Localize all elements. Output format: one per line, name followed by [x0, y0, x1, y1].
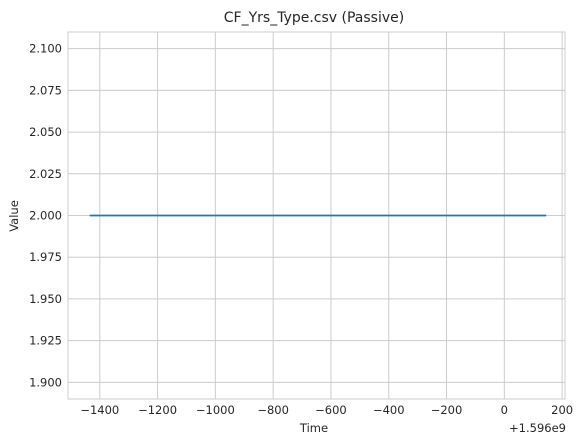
- x-offset-label: +1.596e9: [509, 421, 566, 435]
- x-tick-label: −400: [373, 403, 405, 417]
- y-tick-label: 2.050: [29, 125, 62, 139]
- x-tick-label: −200: [431, 403, 463, 417]
- x-axis-label: Time: [299, 421, 328, 435]
- x-tick-label: −1000: [196, 403, 235, 417]
- y-tick-label: 1.925: [29, 334, 62, 348]
- x-tick-label: −1400: [80, 403, 119, 417]
- x-tick-label: −600: [315, 403, 347, 417]
- y-tick-label: 2.025: [29, 167, 62, 181]
- y-tick-label: 2.075: [29, 83, 62, 97]
- y-tick-label: 1.975: [29, 250, 62, 264]
- x-tick-label: −1200: [138, 403, 177, 417]
- x-tick-label: −800: [257, 403, 289, 417]
- y-tick-label: 2.000: [29, 209, 62, 223]
- y-axis-label: Value: [7, 200, 21, 232]
- plot-area-frame: [67, 31, 566, 400]
- y-tick-label: 2.100: [29, 42, 62, 56]
- x-tick-label: 0: [501, 403, 508, 417]
- y-tick-label: 1.900: [29, 375, 62, 389]
- y-tick-label: 1.950: [29, 292, 62, 306]
- chart-title: CF_Yrs_Type.csv (Passive): [224, 10, 404, 26]
- x-tick-label: 200: [551, 403, 573, 417]
- x-axis: −1400 −1200 −1000 −800 −600 −400 −200 0 200: [80, 403, 573, 417]
- y-axis: 1.900 1.925 1.950 1.975 2.000 2.025 2.050 2.075…: [29, 42, 62, 390]
